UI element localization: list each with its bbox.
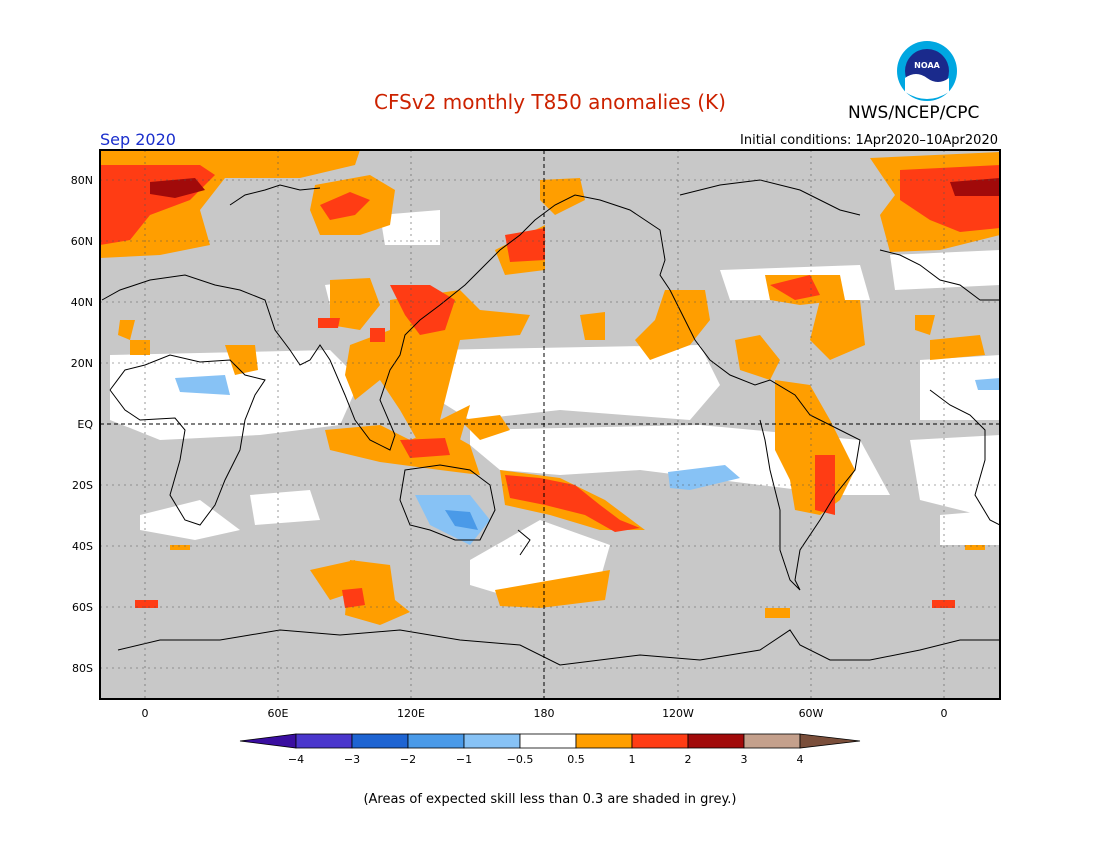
- legend-tick-label: −0.5: [507, 753, 534, 766]
- equator-and-dateline: [100, 150, 1000, 699]
- skill-footnote: (Areas of expected skill less than 0.3 a…: [363, 792, 737, 807]
- map-gridlines: [100, 150, 1000, 699]
- legend-tick-label: 0.5: [567, 753, 585, 766]
- lon-label: 0: [142, 707, 149, 720]
- cold-anomaly-regions: [175, 375, 1000, 545]
- lon-label: 60E: [268, 707, 289, 720]
- lat-label: 60N: [71, 235, 93, 248]
- color-bar-segment: [743, 733, 801, 749]
- lon-label: 180: [534, 707, 555, 720]
- lat-label: 20N: [71, 357, 93, 370]
- color-bar-segment-lt-4: [239, 733, 297, 749]
- noaa-logo: NOAA: [897, 41, 957, 101]
- legend-tick-label: −2: [400, 753, 416, 766]
- agency-label: NWS/NCEP/CPC: [848, 103, 980, 123]
- lon-label: 120W: [662, 707, 694, 720]
- lat-label: 40S: [72, 540, 93, 553]
- forecast-month: Sep 2020: [100, 130, 176, 149]
- lat-label: EQ: [77, 418, 93, 431]
- lat-label: 40N: [71, 296, 93, 309]
- noaa-logo-text: NOAA: [914, 61, 940, 70]
- legend-tick-label: −4: [288, 753, 304, 766]
- warm-anomaly-regions: [100, 150, 1000, 625]
- color-bar-segment: [407, 733, 465, 749]
- color-bar-segment: [575, 733, 633, 749]
- initial-conditions: Initial conditions: 1Apr2020–10Apr2020: [740, 133, 998, 148]
- color-bar-segment: [295, 733, 353, 749]
- page-title: CFSv2 monthly T850 anomalies (K): [374, 90, 726, 114]
- legend-tick-label: −3: [344, 753, 360, 766]
- lat-label: 80S: [72, 662, 93, 675]
- legend-tick-label: 3: [741, 753, 748, 766]
- lon-label: 60W: [799, 707, 824, 720]
- color-bar: [239, 733, 861, 749]
- lon-label: 120E: [397, 707, 425, 720]
- color-bar-segment: [687, 733, 745, 749]
- legend-tick-label: 1: [629, 753, 636, 766]
- color-bar-segment: [463, 733, 521, 749]
- color-bar-segment: [631, 733, 689, 749]
- lat-label: 20S: [72, 479, 93, 492]
- legend-tick-label: −1: [456, 753, 472, 766]
- neutral-anomaly-regions: [110, 210, 1000, 600]
- coastlines: [101, 179, 1000, 666]
- lat-label: 80N: [71, 174, 93, 187]
- color-bar-segment-gt-4: [799, 733, 861, 749]
- lat-label: 60S: [72, 601, 93, 614]
- color-bar-segment: [519, 733, 577, 749]
- lon-label: 0: [941, 707, 948, 720]
- legend-tick-label: 2: [685, 753, 692, 766]
- very-strong-warm-anomaly-regions: [150, 178, 1000, 198]
- map-frame: [99, 149, 1001, 700]
- legend-tick-label: 4: [797, 753, 804, 766]
- color-bar-segment: [351, 733, 409, 749]
